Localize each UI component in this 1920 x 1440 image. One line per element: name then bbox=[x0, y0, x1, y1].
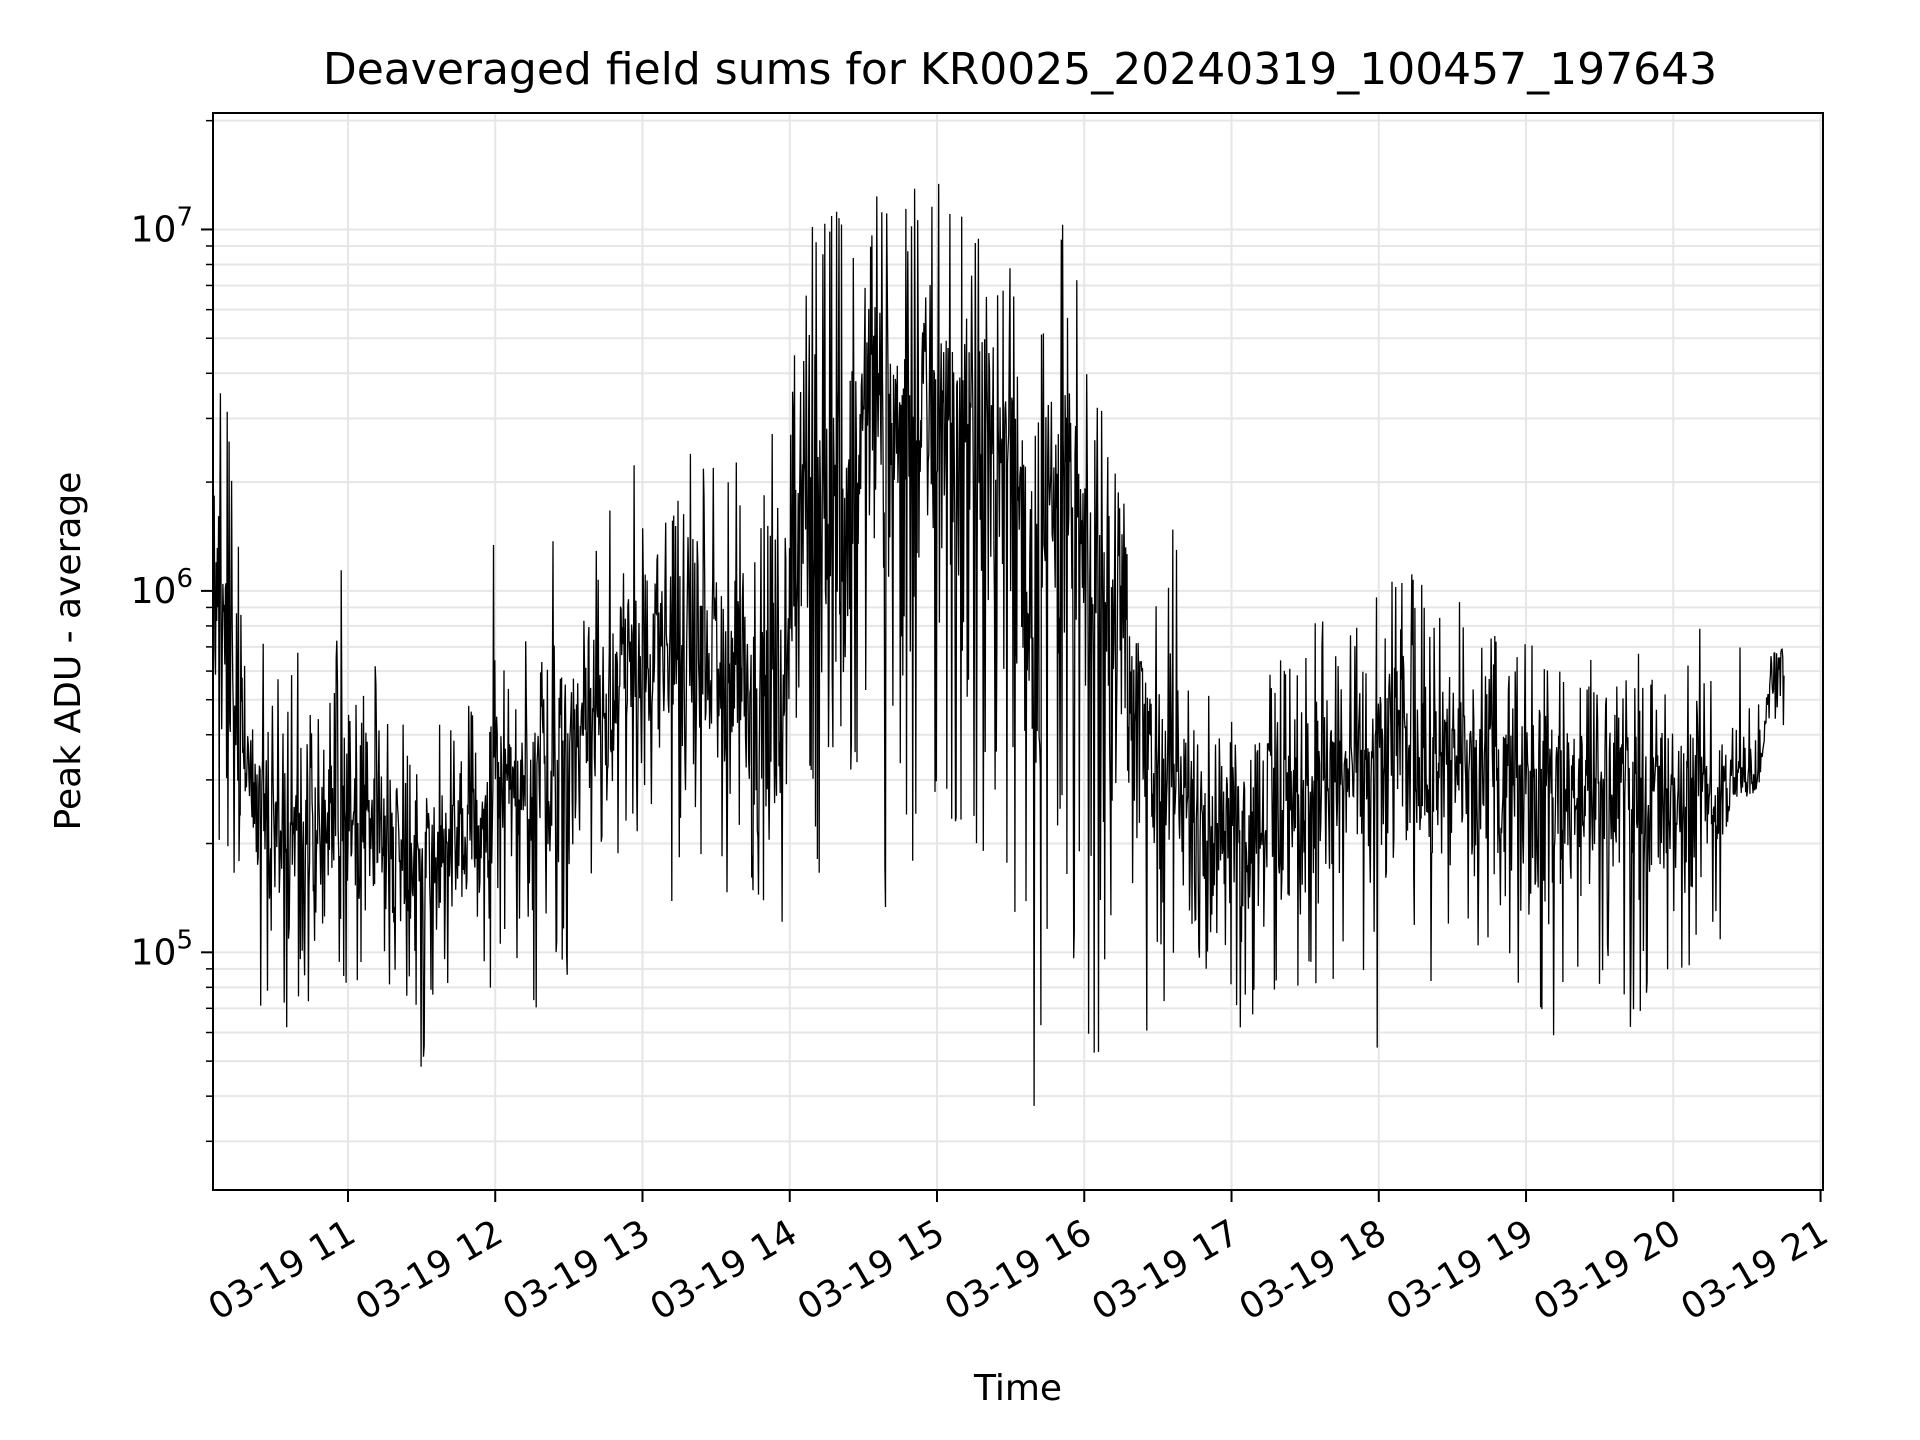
x-tick-label: 03-19 11 bbox=[202, 1212, 363, 1328]
y-tick-label: 107 bbox=[131, 202, 193, 250]
x-tick-label: 03-19 14 bbox=[644, 1212, 805, 1328]
y-tick-label: 106 bbox=[131, 564, 193, 612]
plot-frame bbox=[212, 112, 1824, 1191]
y-axis-label: Peak ADU - average bbox=[48, 472, 89, 831]
x-tick-label: 03-19 19 bbox=[1380, 1212, 1541, 1328]
x-tick-label: 03-19 15 bbox=[791, 1212, 952, 1328]
x-tick-label: 03-19 18 bbox=[1233, 1212, 1394, 1328]
x-tick-label: 03-19 13 bbox=[496, 1212, 657, 1328]
x-tick-label: 03-19 21 bbox=[1674, 1212, 1835, 1328]
y-tick-label: 105 bbox=[131, 925, 193, 973]
x-tick-label: 03-19 20 bbox=[1527, 1212, 1688, 1328]
x-tick-label: 03-19 17 bbox=[1085, 1212, 1246, 1328]
chart-title: Deaveraged field sums for KR0025_2024031… bbox=[323, 44, 1717, 95]
grid bbox=[213, 113, 1823, 1190]
series-layer bbox=[212, 183, 1785, 1106]
series-line bbox=[212, 183, 1785, 1106]
x-tick-label: 03-19 16 bbox=[938, 1212, 1099, 1328]
y-axis: 105 106 107 bbox=[131, 119, 213, 1143]
x-tick-label: 03-19 12 bbox=[349, 1212, 510, 1328]
x-axis-label: Time bbox=[973, 1368, 1062, 1409]
